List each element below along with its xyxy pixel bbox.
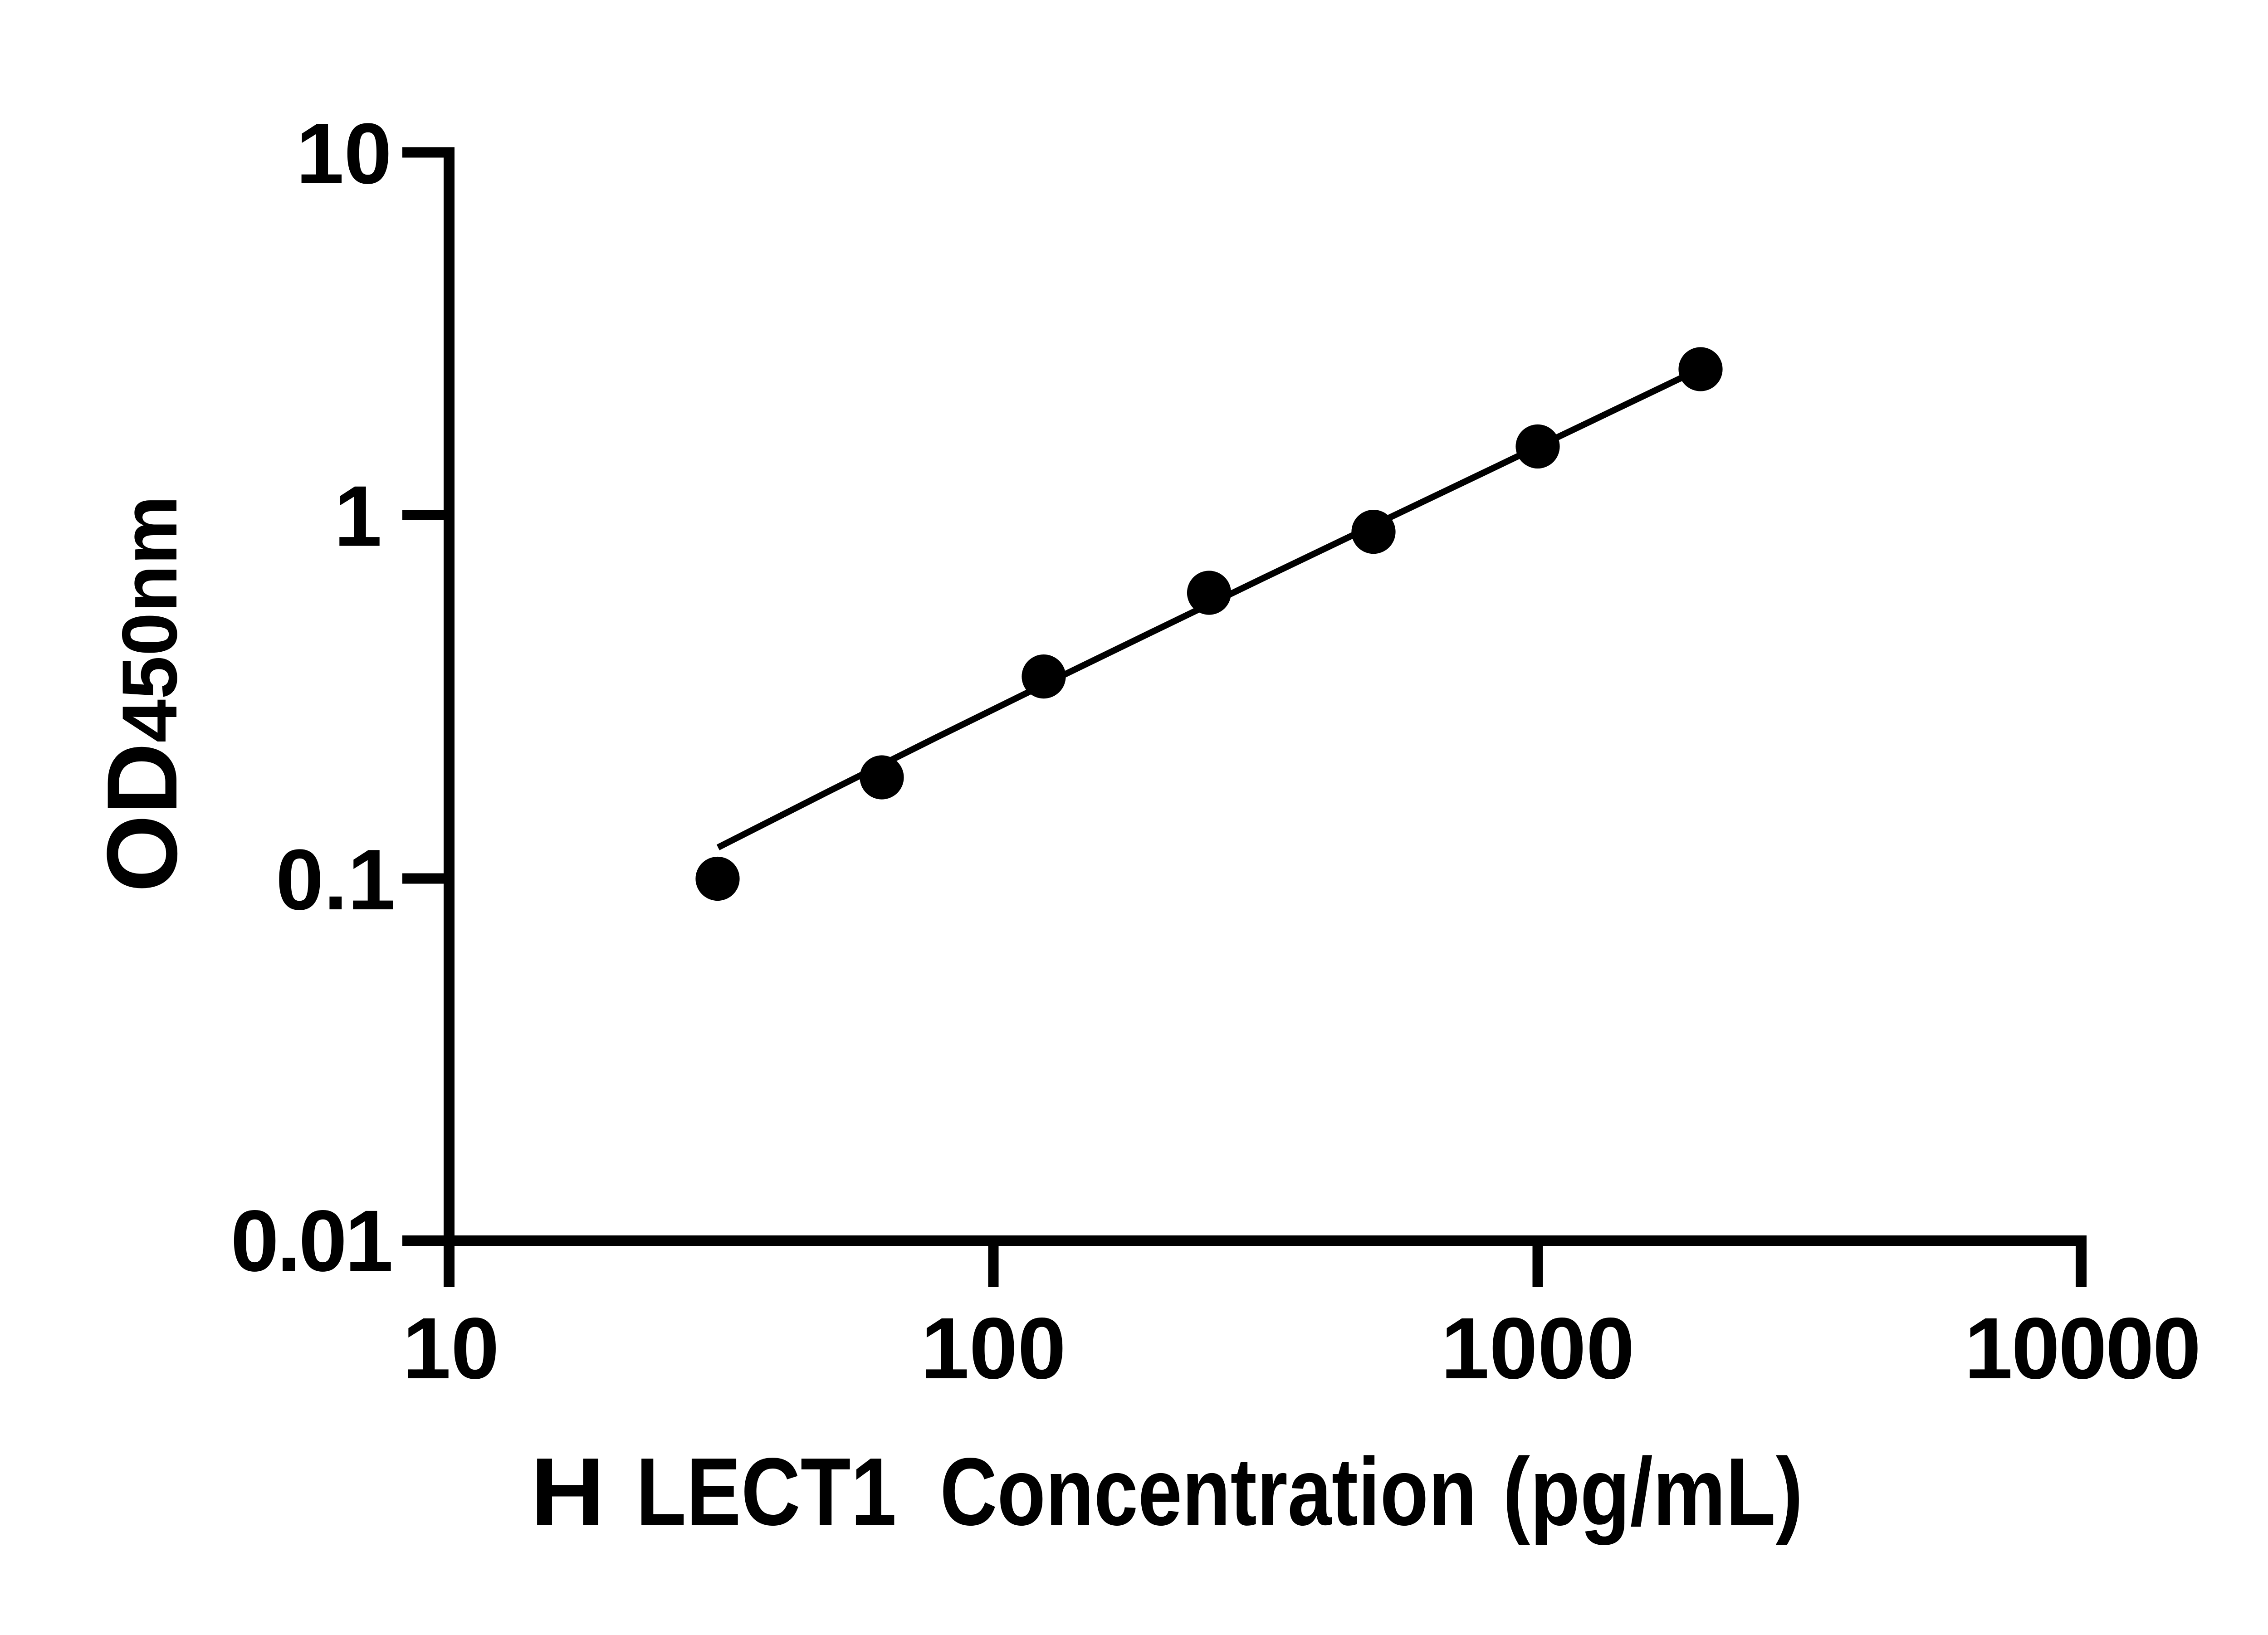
svg-text:0.1: 0.1 <box>276 832 396 928</box>
svg-text:Concentration: Concentration <box>940 1438 1477 1545</box>
svg-text:10: 10 <box>402 1299 499 1397</box>
svg-text:10000: 10000 <box>1965 1299 2200 1397</box>
svg-text:H: H <box>530 1438 605 1545</box>
svg-text:10: 10 <box>296 106 392 202</box>
svg-text:(pg/mL): (pg/mL) <box>1503 1438 1803 1545</box>
svg-text:100: 100 <box>921 1299 1066 1397</box>
svg-text:LECT1: LECT1 <box>636 1438 896 1545</box>
svg-text:1000: 1000 <box>1441 1299 1634 1397</box>
svg-text:OD450nm: OD450nm <box>86 496 198 893</box>
svg-text:0.01: 0.01 <box>230 1192 391 1289</box>
svg-text:1: 1 <box>334 469 382 565</box>
